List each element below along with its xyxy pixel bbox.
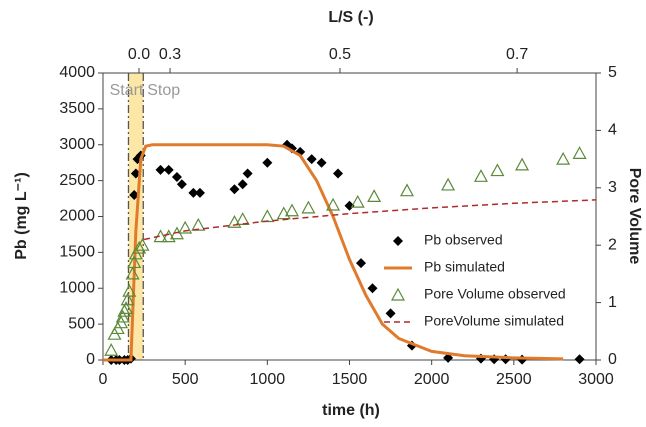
x-tick-label: 2000 xyxy=(414,371,450,388)
y-tick-label: 3000 xyxy=(59,136,95,153)
x-tick-label: 3000 xyxy=(578,371,614,388)
data-point xyxy=(188,187,199,198)
y-tick-label: 4000 xyxy=(59,64,95,81)
data-point xyxy=(473,169,488,182)
x-tick-label: 1500 xyxy=(332,371,368,388)
data-point xyxy=(356,258,367,269)
y2-tick-label: 1 xyxy=(608,294,617,311)
y-axis-title: Pb (mg L⁻¹) xyxy=(13,172,30,260)
data-point xyxy=(441,177,456,191)
x2-tick-label: 0.3 xyxy=(159,46,181,63)
data-point xyxy=(194,187,205,198)
data-point xyxy=(135,237,150,251)
y-tick-label: 1500 xyxy=(59,244,95,261)
data-point xyxy=(242,168,253,179)
data-point xyxy=(153,229,168,243)
annotation: Stop xyxy=(147,82,180,99)
x2-tick-label: 0.0 xyxy=(128,46,150,63)
data-point xyxy=(344,200,355,211)
legend-label: Pore Volume observed xyxy=(424,286,566,302)
y-tick-label: 0 xyxy=(86,351,95,368)
data-point xyxy=(191,217,206,231)
data-point xyxy=(235,212,250,225)
data-point xyxy=(350,194,365,208)
x-tick-label: 2500 xyxy=(496,371,532,388)
y2-axis-title: Pore Volume xyxy=(626,168,643,265)
x2-tick-label: 0.7 xyxy=(506,46,528,63)
data-point xyxy=(490,163,505,177)
data-point xyxy=(574,354,585,365)
data-point xyxy=(517,354,528,365)
data-point xyxy=(163,164,174,175)
data-point xyxy=(400,183,415,197)
y2-tick-label: 4 xyxy=(608,122,617,139)
x-axis-title: time (h) xyxy=(322,402,380,419)
annotation: Start xyxy=(110,82,144,99)
data-point xyxy=(316,157,327,168)
y2-tick-label: 5 xyxy=(608,64,617,81)
data-point xyxy=(367,189,382,203)
y-tick-label: 3500 xyxy=(59,100,95,117)
data-point xyxy=(500,354,511,365)
x-tick-label: 500 xyxy=(172,371,199,388)
data-point xyxy=(332,168,343,179)
x2-axis-title: L/S (-) xyxy=(328,9,373,26)
data-point xyxy=(127,255,142,269)
data-point xyxy=(178,220,193,234)
legend-swatch xyxy=(390,287,406,301)
legend-label: Pb observed xyxy=(424,232,503,248)
x2-tick-label: 0.5 xyxy=(329,46,351,63)
y-tick-label: 2500 xyxy=(59,172,95,189)
data-point xyxy=(132,240,147,254)
data-point xyxy=(367,283,378,294)
data-point xyxy=(385,308,396,319)
series-line xyxy=(103,143,564,362)
y2-tick-label: 2 xyxy=(608,236,617,253)
data-point xyxy=(104,342,119,356)
y2-tick-label: 3 xyxy=(608,179,617,196)
data-point xyxy=(301,200,316,214)
series-line xyxy=(143,199,597,241)
x-tick-label: 0 xyxy=(99,371,108,388)
data-point xyxy=(306,154,317,165)
data-point xyxy=(237,179,248,190)
data-point xyxy=(515,157,530,171)
legend-swatch xyxy=(393,236,403,246)
legend-label: PoreVolume simulated xyxy=(424,313,564,329)
data-point xyxy=(556,151,571,165)
data-point xyxy=(122,283,137,297)
data-point xyxy=(120,292,135,306)
data-point xyxy=(260,209,275,223)
data-point xyxy=(326,197,341,211)
data-point xyxy=(171,172,182,183)
data-point xyxy=(229,184,240,195)
y2-tick-label: 0 xyxy=(608,351,617,368)
data-point xyxy=(262,157,273,168)
data-point xyxy=(118,301,134,314)
data-point xyxy=(284,203,299,217)
data-point xyxy=(155,164,166,175)
x-tick-label: 1000 xyxy=(250,371,286,388)
legend-label: Pb simulated xyxy=(424,259,505,275)
data-point xyxy=(125,266,140,280)
data-point xyxy=(176,179,187,190)
data-point xyxy=(572,146,587,159)
y-tick-label: 1000 xyxy=(59,279,95,296)
y-tick-label: 2000 xyxy=(59,208,95,225)
y-tick-label: 500 xyxy=(68,315,95,332)
